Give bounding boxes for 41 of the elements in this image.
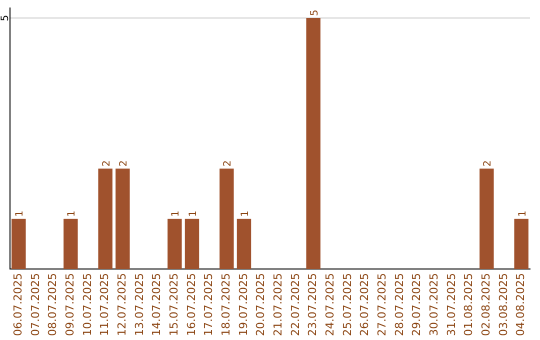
x-tick-label: 16.07.2025: [184, 273, 198, 336]
x-tick-label: 04.08.2025: [514, 273, 528, 336]
x-tick-label: 31.07.2025: [444, 273, 458, 336]
data-label: 5: [309, 10, 320, 16]
x-tick-label: 09.07.2025: [64, 273, 77, 336]
x-tick-label: 21.07.2025: [272, 273, 285, 336]
data-label: 1: [517, 210, 528, 217]
data-label: 1: [14, 210, 26, 217]
x-tick-label: 28.07.2025: [392, 273, 406, 336]
x-tick-label: 06.07.2025: [12, 273, 25, 336]
x-tick-label: 17.07.2025: [202, 273, 216, 336]
x-tick-label: 29.07.2025: [410, 273, 424, 336]
x-tick-label: 18.07.2025: [220, 273, 233, 336]
x-tick-label: 22.07.2025: [288, 273, 302, 336]
data-label: 1: [170, 210, 182, 217]
x-tick-label: 27.07.2025: [376, 273, 389, 336]
x-tick-label: 19.07.2025: [236, 273, 250, 336]
x-tick-label: 23.07.2025: [306, 273, 320, 336]
x-tick-label: 20.07.2025: [254, 273, 268, 336]
x-tick-label: 03.08.2025: [496, 273, 510, 336]
data-label: 2: [101, 160, 112, 167]
x-tick-label: 01.08.2025: [462, 273, 476, 336]
x-tick-label: 13.07.2025: [132, 273, 146, 336]
data-label: 1: [188, 210, 199, 217]
data-label: 1: [240, 210, 251, 217]
x-tick-label: 12.07.2025: [116, 273, 129, 336]
x-tick-label: 26.07.2025: [358, 273, 372, 336]
x-tick-label: 30.07.2025: [428, 273, 441, 336]
x-tick-label: 10.07.2025: [80, 273, 94, 336]
x-tick-label: 11.07.2025: [98, 273, 112, 336]
data-label: 2: [118, 160, 130, 167]
x-tick-label: 15.07.2025: [168, 273, 181, 336]
x-tick-label: 25.07.2025: [340, 273, 354, 336]
x-tick-label: 08.07.2025: [46, 273, 60, 336]
x-tick-label: 07.07.2025: [28, 273, 42, 336]
x-tick-label: 02.08.2025: [480, 273, 493, 336]
x-tick-label: 24.07.2025: [324, 273, 337, 336]
data-label: 2: [482, 160, 494, 167]
x-tick-label: 14.07.2025: [150, 273, 164, 336]
data-label: 2: [222, 160, 234, 167]
data-label: 1: [66, 210, 78, 217]
